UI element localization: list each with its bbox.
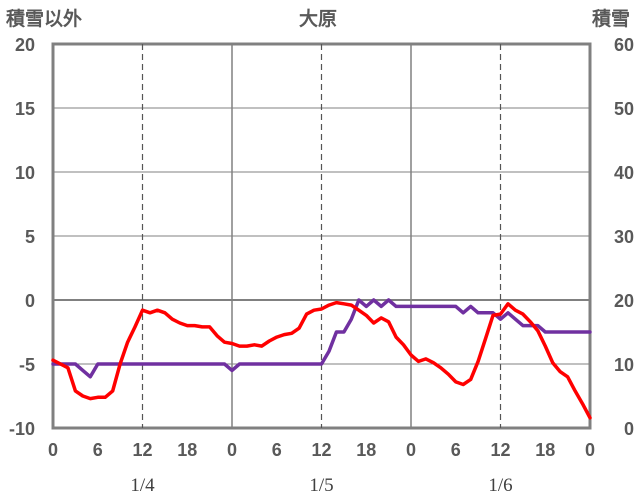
right-tick-label: 30 xyxy=(614,227,634,247)
x-tick-label: 6 xyxy=(272,440,282,460)
x-tick-label: 12 xyxy=(132,440,152,460)
x-tick-label: 0 xyxy=(227,440,237,460)
x-tick-label: 18 xyxy=(535,440,555,460)
date-label: 1/6 xyxy=(488,475,512,496)
right-tick-label: 0 xyxy=(624,419,634,439)
left-tick-label: 10 xyxy=(15,163,35,183)
x-tick-label: 18 xyxy=(356,440,376,460)
x-tick-label: 0 xyxy=(48,440,58,460)
date-labels: 1/4 1/5 1/6 xyxy=(130,475,512,496)
left-tick-label: 0 xyxy=(25,291,35,311)
chart-title: 大原 xyxy=(299,7,337,30)
right-tick-label: 60 xyxy=(614,35,634,55)
x-tick-label: 0 xyxy=(585,440,595,460)
right-tick-label: 10 xyxy=(614,355,634,375)
series-lines xyxy=(51,298,592,420)
right-tick-label: 20 xyxy=(614,291,634,311)
right-axis-title: 積雪 xyxy=(592,7,630,30)
left-tick-label: 20 xyxy=(15,35,35,55)
x-tick-label: 6 xyxy=(93,440,103,460)
x-tick-label: 12 xyxy=(311,440,331,460)
x-tick-label: 18 xyxy=(177,440,197,460)
right-tick-label: 50 xyxy=(614,99,634,119)
left-tick-labels: 20 15 10 5 0 -5 -10 xyxy=(9,35,35,439)
x-tick-label: 12 xyxy=(490,440,510,460)
snow-depth-line xyxy=(51,298,592,379)
left-tick-label: 5 xyxy=(25,227,35,247)
x-tick-label: 6 xyxy=(451,440,461,460)
date-label: 1/5 xyxy=(309,475,333,496)
temperature-line xyxy=(51,300,592,420)
right-tick-label: 40 xyxy=(614,163,634,183)
date-label: 1/4 xyxy=(130,475,155,496)
left-tick-label: -10 xyxy=(9,419,35,439)
left-axis-title: 積雪以外 xyxy=(6,7,82,30)
right-tick-labels: 60 50 40 30 20 10 0 xyxy=(614,35,634,439)
left-tick-label: 15 xyxy=(15,99,35,119)
x-tick-labels: 0 6 12 18 0 6 12 18 0 6 12 18 0 xyxy=(48,440,595,460)
x-tick-label: 0 xyxy=(406,440,416,460)
left-tick-label: -5 xyxy=(19,355,35,375)
